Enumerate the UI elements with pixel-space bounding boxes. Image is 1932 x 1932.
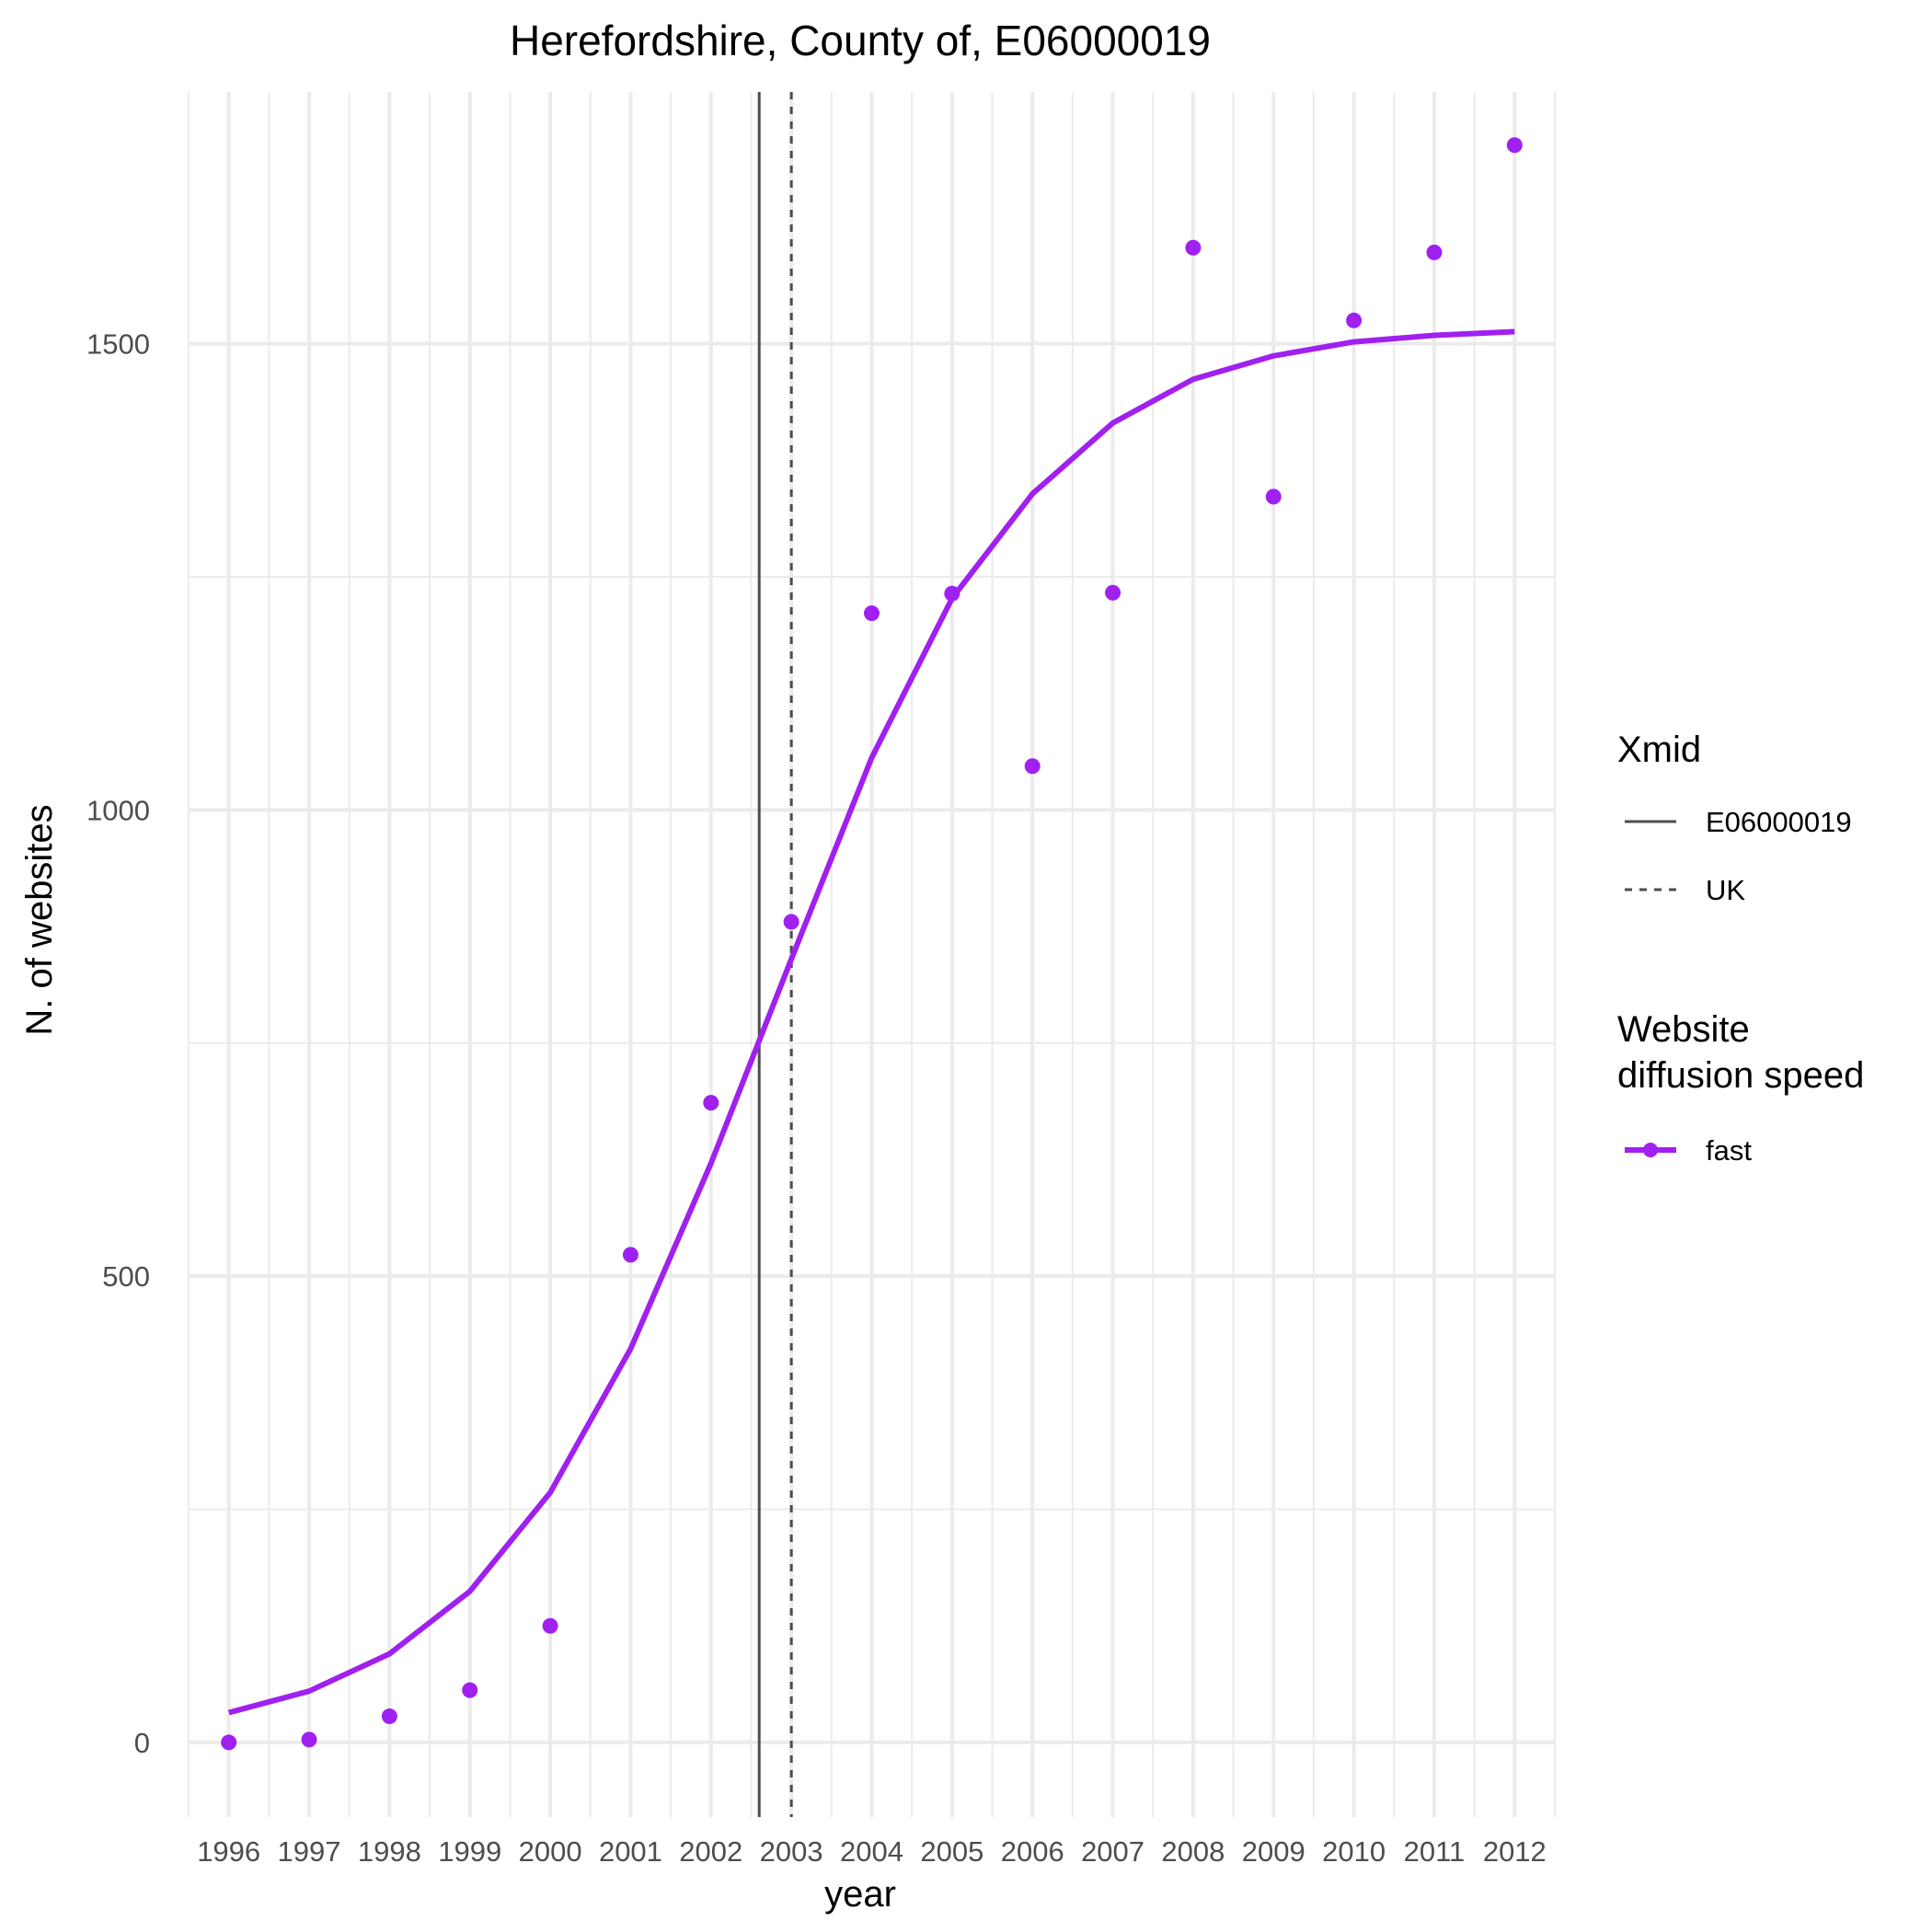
x-tick-label: 1999	[438, 1835, 501, 1868]
x-axis-title: year	[824, 1874, 896, 1915]
x-tick-label: 2004	[840, 1835, 903, 1868]
grid	[188, 92, 1556, 1817]
legend-label-fast: fast	[1706, 1134, 1752, 1167]
data-point	[703, 1095, 719, 1111]
y-axis-title: N. of websites	[19, 804, 60, 1035]
legend-title-speed-line1: Website	[1617, 1009, 1750, 1050]
x-tick-label: 2011	[1404, 1835, 1466, 1868]
x-tick-label: 2005	[920, 1835, 983, 1868]
x-tick-label: 1996	[197, 1835, 260, 1868]
data-point	[1185, 239, 1202, 256]
data-point	[622, 1247, 638, 1263]
reference-lines	[757, 92, 793, 1817]
data-point	[783, 914, 799, 930]
x-tick-label: 1998	[358, 1835, 421, 1868]
data-point	[1265, 489, 1282, 505]
legend-title-speed-line2: diffusion speed	[1617, 1055, 1864, 1096]
points-group	[221, 137, 1523, 1751]
legend-label-uk: UK	[1706, 874, 1745, 906]
x-tick-label: 2010	[1322, 1835, 1386, 1868]
data-point	[301, 1731, 317, 1748]
data-point	[1346, 312, 1363, 328]
chart-title: Herefordshire, County of, E06000019	[510, 17, 1211, 64]
data-point	[462, 1682, 478, 1698]
data-point	[864, 605, 880, 622]
y-tick-label: 1000	[86, 794, 150, 826]
data-point	[1105, 584, 1121, 601]
data-point	[944, 585, 960, 602]
x-tick-label: 2006	[1001, 1835, 1064, 1868]
data-point	[221, 1734, 237, 1751]
y-tick-label: 0	[134, 1727, 150, 1759]
legend-key-fast-point	[1643, 1143, 1658, 1157]
legend-title-xmid: Xmid	[1617, 730, 1701, 770]
data-point	[381, 1708, 397, 1725]
fitted-line-group	[227, 328, 1515, 1716]
x-tick-label: 2002	[679, 1835, 742, 1868]
x-tick-label: 1997	[278, 1835, 341, 1868]
x-tick-label: 2001	[599, 1835, 662, 1868]
fitted-line-fast	[227, 328, 1515, 1716]
y-tick-labels: 0 500 1000 1500	[86, 328, 150, 1759]
legend: Xmid E06000019 UK Website diffusion spee…	[1617, 730, 1864, 1167]
y-tick-label: 1500	[86, 328, 150, 361]
x-tick-label: 2012	[1483, 1835, 1547, 1868]
x-tick-label: 2007	[1081, 1835, 1144, 1868]
x-tick-labels: 1996 1997 1998 1999 2000 2001 2002 2003 2004 2005…	[197, 1835, 1547, 1868]
x-tick-label: 2008	[1161, 1835, 1225, 1868]
legend-label-e06000019: E06000019	[1706, 806, 1852, 838]
data-point	[1024, 758, 1041, 775]
y-tick-label: 500	[102, 1260, 150, 1293]
x-tick-label: 2009	[1242, 1835, 1305, 1868]
x-tick-label: 2000	[519, 1835, 582, 1868]
x-tick-label: 2003	[760, 1835, 823, 1868]
data-point	[1506, 137, 1523, 154]
data-point	[542, 1617, 558, 1634]
data-point	[1426, 244, 1443, 260]
